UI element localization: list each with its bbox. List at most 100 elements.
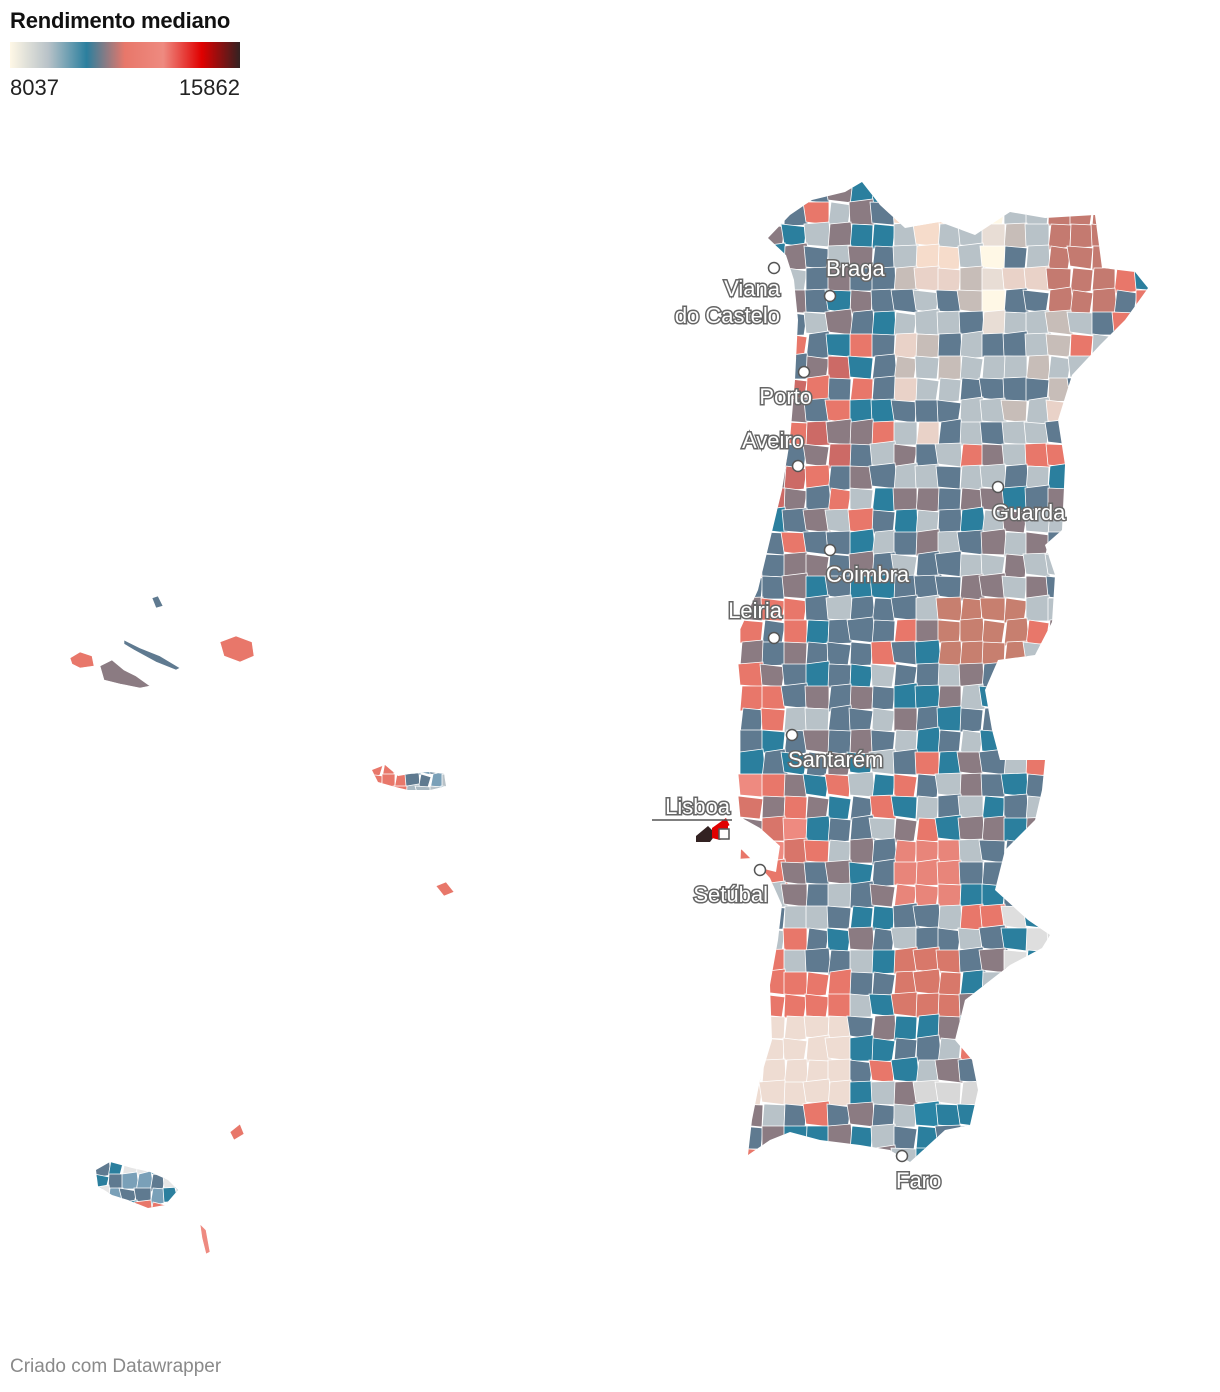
municipality-tile — [1088, 1146, 1117, 1162]
municipality-tile — [1047, 1101, 1074, 1131]
municipality-tile — [847, 355, 874, 380]
municipality-tile — [1025, 773, 1050, 800]
municipality-tile — [1044, 773, 1072, 798]
municipality-tile — [937, 355, 962, 381]
municipality-tile — [1003, 201, 1028, 226]
municipality-tile — [805, 619, 830, 646]
municipality-tile — [849, 333, 874, 358]
legend-max-label: 15862 — [178, 75, 240, 100]
municipality-tile — [392, 785, 408, 790]
municipality-tile — [871, 333, 896, 358]
municipality-tile — [1002, 1035, 1030, 1062]
municipality-tile — [1135, 375, 1148, 404]
municipality-tile — [1067, 1122, 1097, 1150]
municipality-tile — [824, 1035, 854, 1062]
municipality-tile — [1069, 267, 1094, 295]
municipality-tile — [96, 1184, 113, 1204]
municipality-tile — [1069, 465, 1094, 490]
municipality-tile — [761, 182, 788, 206]
municipality-tile — [1003, 531, 1028, 558]
municipality-tile — [781, 182, 808, 204]
municipality-tile — [935, 949, 962, 974]
municipality-tile — [959, 265, 986, 292]
municipality-tile — [1069, 333, 1094, 359]
municipality-tile — [1068, 574, 1095, 600]
municipality-tile — [959, 1147, 984, 1162]
municipality-tile — [1067, 355, 1094, 380]
city-marker-aveiro — [791, 459, 805, 473]
municipality-tile — [827, 1058, 853, 1084]
city-marker-leiria — [767, 631, 781, 645]
municipality-tile — [981, 1147, 1006, 1162]
municipality-tile — [934, 1124, 963, 1150]
municipality-tile — [956, 751, 984, 776]
municipality-tile — [1023, 1015, 1050, 1040]
municipality-tile — [849, 993, 874, 1018]
municipality-tile — [914, 883, 940, 908]
municipality-tile — [1113, 399, 1138, 426]
municipality-tile — [761, 1125, 786, 1150]
municipality-tile — [934, 550, 965, 578]
municipality-tile — [783, 971, 808, 996]
municipality-tile — [1046, 706, 1073, 732]
municipality-tile — [761, 355, 786, 380]
municipality-tile — [1067, 487, 1094, 512]
municipality-tile — [1091, 861, 1116, 888]
municipality-tile — [1001, 575, 1028, 600]
municipality-tile — [1135, 726, 1148, 755]
municipality-tile — [893, 1015, 918, 1042]
municipality-tile — [827, 882, 853, 908]
municipality-tile — [1091, 201, 1116, 228]
municipality-tile — [1024, 182, 1050, 204]
municipality-tile — [979, 597, 1006, 622]
municipality-tile — [1025, 816, 1051, 843]
municipality-tile — [981, 443, 1006, 468]
municipality-tile — [1047, 883, 1072, 908]
municipality-tile — [737, 352, 767, 380]
municipality-tile — [1091, 311, 1116, 336]
municipality-tile — [1132, 817, 1148, 842]
municipality-tile — [1135, 182, 1148, 205]
municipality-tile — [1003, 222, 1029, 250]
municipality-tile — [1088, 529, 1118, 556]
municipality-tile — [1135, 992, 1148, 1020]
municipality-tile — [978, 1100, 1009, 1128]
municipality-tile — [1025, 993, 1050, 1021]
municipality-tile — [871, 971, 896, 998]
municipality-tile — [1069, 419, 1096, 446]
municipality-tile — [1091, 509, 1116, 535]
municipality-tile — [783, 1147, 808, 1162]
municipality-tile — [890, 640, 919, 666]
municipality-tile — [827, 817, 852, 844]
municipality-tile — [1133, 264, 1148, 292]
municipality-tile — [981, 355, 1006, 382]
municipality-tile — [849, 223, 874, 250]
municipality-tile — [1135, 529, 1148, 559]
municipality-tile — [1132, 396, 1148, 424]
municipality-tile — [824, 182, 854, 204]
municipality-tile — [915, 487, 940, 514]
municipality-tile — [890, 1056, 921, 1084]
municipality-tile — [1002, 662, 1029, 688]
municipality-tile — [1067, 729, 1094, 754]
municipality-tile — [1068, 509, 1094, 534]
municipality-tile — [1135, 685, 1148, 711]
municipality-tile — [1135, 949, 1148, 977]
city-label-leiria: Leiria — [728, 598, 783, 623]
municipality-tile — [1113, 375, 1140, 403]
municipality-tile — [1003, 970, 1029, 997]
municipality-tile — [1046, 927, 1072, 952]
municipality-tile — [1047, 1081, 1072, 1108]
municipality-tile — [802, 773, 830, 798]
municipality-tile — [1045, 333, 1072, 358]
municipality-tile — [956, 1103, 984, 1128]
municipality-tile — [1132, 487, 1148, 512]
municipality-tile — [1003, 182, 1028, 205]
municipality-tile — [1135, 861, 1148, 886]
municipality-tile — [761, 201, 786, 227]
municipality-tile — [937, 993, 962, 1019]
municipality-tile — [738, 992, 765, 1018]
municipality-tile — [1113, 531, 1138, 558]
municipality-tile — [1110, 617, 1140, 644]
municipality-tile — [782, 817, 808, 842]
